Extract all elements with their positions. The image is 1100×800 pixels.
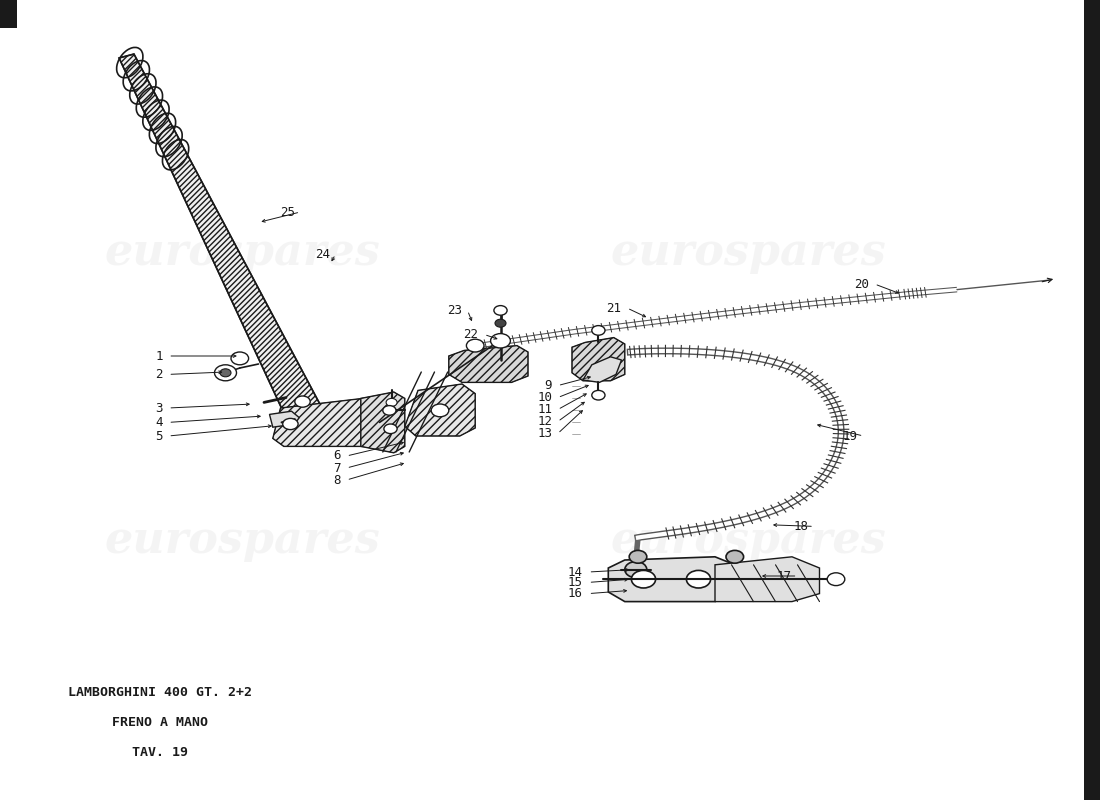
Circle shape (494, 306, 507, 315)
Circle shape (220, 369, 231, 377)
Text: TAV. 19: TAV. 19 (132, 746, 187, 759)
Text: 1: 1 (155, 350, 163, 362)
Text: 8: 8 (333, 474, 341, 486)
Polygon shape (572, 338, 625, 381)
Circle shape (592, 326, 605, 335)
Circle shape (466, 339, 484, 352)
Text: LAMBORGHINI 400 GT. 2+2: LAMBORGHINI 400 GT. 2+2 (67, 686, 252, 698)
Circle shape (214, 365, 236, 381)
Polygon shape (449, 346, 528, 382)
Text: 16: 16 (568, 587, 583, 600)
Text: 4: 4 (155, 416, 163, 429)
Text: 15: 15 (568, 576, 583, 589)
Text: 18: 18 (793, 520, 808, 533)
Circle shape (827, 573, 845, 586)
Circle shape (295, 396, 310, 407)
Polygon shape (608, 557, 735, 602)
Text: 19: 19 (843, 430, 858, 442)
Text: 6: 6 (333, 450, 341, 462)
Polygon shape (715, 557, 820, 602)
Circle shape (491, 334, 510, 348)
Text: 13: 13 (537, 427, 552, 440)
Polygon shape (405, 384, 475, 436)
Text: 14: 14 (568, 566, 583, 578)
Polygon shape (270, 411, 299, 427)
Text: 9: 9 (544, 379, 552, 392)
Circle shape (383, 406, 396, 415)
Text: 10: 10 (537, 391, 552, 404)
Circle shape (686, 570, 711, 588)
Text: 2: 2 (155, 368, 163, 381)
Polygon shape (273, 398, 380, 446)
Circle shape (592, 390, 605, 400)
Text: eurospares: eurospares (104, 230, 379, 274)
Text: 23: 23 (447, 304, 462, 317)
Text: 12: 12 (537, 415, 552, 428)
Circle shape (283, 418, 298, 430)
Text: 21: 21 (606, 302, 621, 314)
Circle shape (726, 550, 744, 563)
Circle shape (386, 398, 397, 406)
Circle shape (631, 570, 656, 588)
Text: 7: 7 (333, 462, 341, 474)
Circle shape (431, 404, 449, 417)
Circle shape (231, 352, 249, 365)
Text: 17: 17 (777, 570, 792, 582)
Text: 24: 24 (315, 248, 330, 261)
Circle shape (384, 424, 397, 434)
Text: FRENO A MANO: FRENO A MANO (111, 716, 208, 729)
Text: 22: 22 (463, 328, 478, 341)
Text: 20: 20 (854, 278, 869, 290)
Text: eurospares: eurospares (610, 230, 886, 274)
Circle shape (495, 319, 506, 327)
Text: eurospares: eurospares (104, 518, 379, 562)
Bar (0, 0, 16, 28)
Polygon shape (119, 54, 332, 437)
Text: 3: 3 (155, 402, 163, 414)
Circle shape (629, 550, 647, 563)
Text: eurospares: eurospares (610, 518, 886, 562)
Circle shape (625, 562, 647, 578)
Text: 11: 11 (537, 403, 552, 416)
Polygon shape (361, 392, 405, 453)
Text: 25: 25 (279, 206, 295, 218)
Polygon shape (583, 357, 621, 382)
Bar (1084, 0, 1100, 800)
Text: 5: 5 (155, 430, 163, 442)
